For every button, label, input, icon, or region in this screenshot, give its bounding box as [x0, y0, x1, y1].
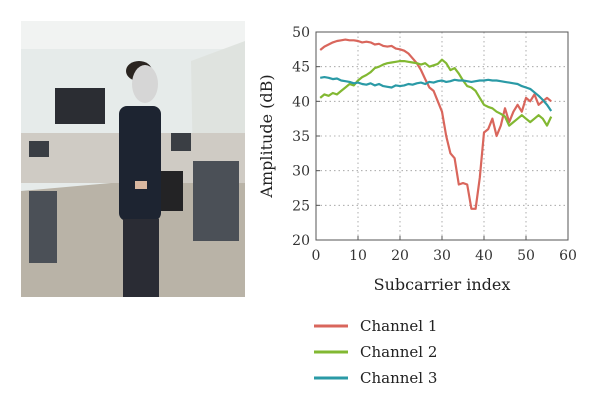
y-tick-label: 20	[292, 233, 310, 249]
legend-label-channel-2: Channel 2	[360, 343, 437, 361]
y-tick-label: 25	[292, 198, 310, 214]
y-tick-label: 40	[292, 94, 310, 110]
y-tick-label: 30	[292, 164, 310, 180]
pc-tower-left	[29, 191, 57, 263]
monitor-right	[171, 133, 191, 151]
experiment-photo	[21, 21, 245, 297]
ceiling	[21, 21, 245, 49]
person-legs	[123, 219, 159, 297]
legend-label-channel-3: Channel 3	[360, 369, 437, 387]
tv-screen	[55, 88, 105, 124]
y-tick-label: 50	[292, 25, 310, 41]
x-tick-label: 0	[312, 248, 321, 264]
axis-ticks: 0 10 20 30 40 50 60 20 25 30 35 40 45 50	[292, 25, 577, 264]
series-line-channel-2	[319, 58, 553, 127]
y-axis-label: Amplitude (dB)	[257, 74, 276, 198]
x-tick-label: 10	[349, 248, 367, 264]
x-tick-label: 30	[433, 248, 451, 264]
y-tick-label: 45	[292, 60, 310, 76]
chart-grid	[315, 31, 569, 241]
legend-label-channel-1: Channel 1	[360, 317, 437, 335]
chart-series	[319, 38, 553, 210]
x-tick-label: 50	[517, 248, 535, 264]
person-torso	[119, 106, 161, 221]
x-axis-label: Subcarrier index	[374, 275, 511, 294]
person-hand	[135, 181, 147, 189]
office-chair	[161, 171, 183, 211]
y-tick-label: 35	[292, 129, 310, 145]
face-blur	[132, 65, 158, 103]
x-tick-label: 40	[475, 248, 493, 264]
monitor-left	[29, 141, 49, 157]
series-line-channel-3	[320, 75, 553, 112]
x-tick-label: 60	[559, 248, 577, 264]
room-scene-illustration	[21, 21, 245, 297]
pc-tower-right	[193, 161, 239, 241]
x-tick-label: 20	[391, 248, 409, 264]
series-line-channel-1	[319, 38, 552, 210]
chart-legend: Channel 1 Channel 2 Channel 3	[314, 317, 437, 387]
